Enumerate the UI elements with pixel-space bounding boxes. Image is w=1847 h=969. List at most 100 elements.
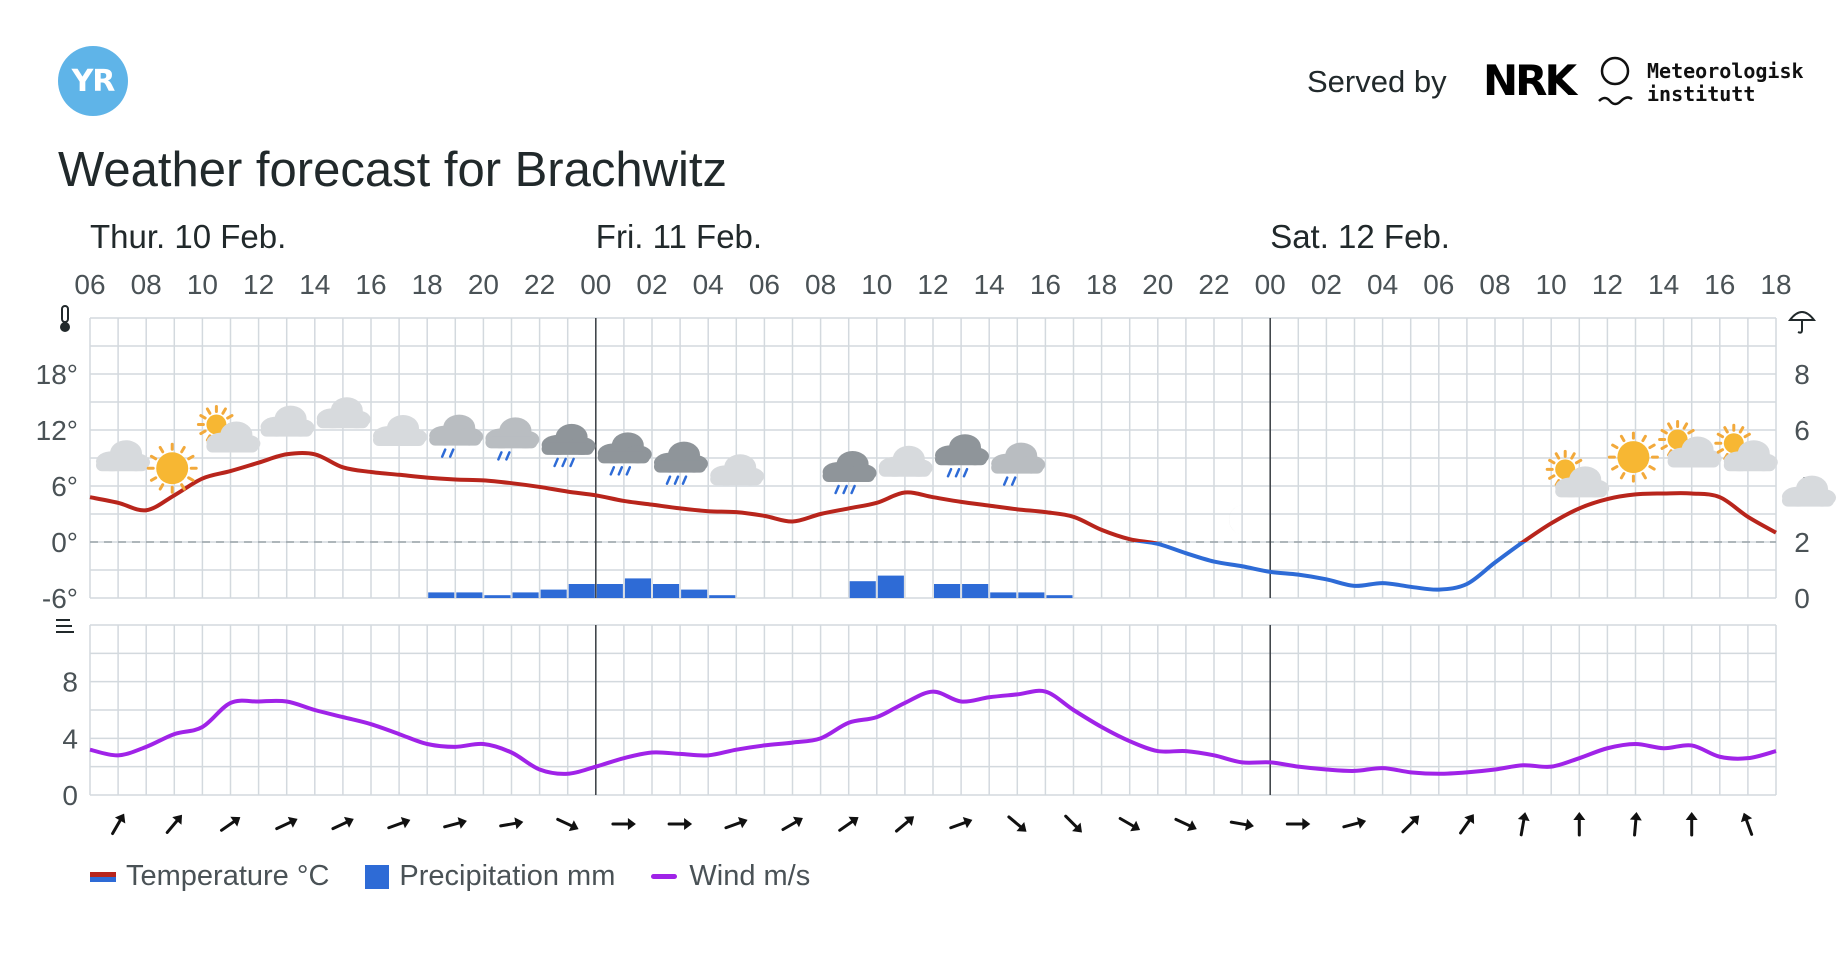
precipitation-bar <box>568 584 595 598</box>
rain-drop <box>625 466 632 476</box>
sun-ray <box>158 483 165 491</box>
rain-icon <box>597 432 652 476</box>
wind-arrow <box>1007 815 1027 832</box>
precipitation-bar <box>962 584 989 598</box>
hour-tick-label: 18 <box>1086 269 1117 300</box>
sun-ray <box>1682 422 1689 430</box>
precipitation-bar <box>596 584 623 598</box>
cloud-base <box>260 424 313 437</box>
hour-tick-label: 16 <box>1704 269 1735 300</box>
rain-drop <box>448 448 455 458</box>
legend-temperature-label: Temperature °C <box>126 860 330 892</box>
wind-arrow <box>1285 818 1311 830</box>
yr-logo[interactable]: YR <box>58 46 128 116</box>
wind-arrow-head <box>1130 820 1141 832</box>
wind-arrow <box>838 816 859 832</box>
chart-legend: Temperature °C Precipitation mm Wind m/s <box>90 860 846 893</box>
wind-arrow-head <box>1573 812 1586 820</box>
hour-tick-label: 10 <box>1536 269 1567 300</box>
lightrain-icon <box>991 442 1046 486</box>
cloud-base <box>822 470 875 482</box>
wind-tick-label: 4 <box>62 723 78 754</box>
temperature-line-warm <box>89 450 1777 542</box>
hour-tick-label: 12 <box>243 269 274 300</box>
hour-tick-label: 00 <box>1255 269 1286 300</box>
moon-shape <box>100 431 110 452</box>
sun-ray <box>1641 434 1647 443</box>
sun-ray <box>180 483 186 491</box>
legend-precipitation: Precipitation mm <box>365 860 615 893</box>
sun-ray <box>1574 458 1583 465</box>
hour-tick-label: 18 <box>1760 269 1791 300</box>
precipitation-bar <box>456 592 483 598</box>
partlycloudy-day-icon <box>196 405 261 453</box>
wind-arrow <box>949 816 973 830</box>
wind-arrow <box>1517 812 1530 837</box>
sun-disc <box>206 414 227 435</box>
rain-drop <box>553 457 559 468</box>
rain-drop <box>440 448 447 458</box>
precipitation-bar <box>849 581 876 598</box>
met-institute-logo[interactable]: Meteorologisk institutt <box>1647 60 1804 106</box>
precipitation-swatch <box>365 864 390 889</box>
hour-tick-label: 10 <box>187 269 218 300</box>
sun-icon <box>146 442 198 494</box>
hour-tick-label: 12 <box>1592 269 1623 300</box>
wind-arrow <box>611 818 636 830</box>
sun-ray <box>1716 432 1725 439</box>
cloudy-icon <box>373 415 427 446</box>
wind-arrow-head <box>514 817 524 830</box>
wind-arrow-head <box>792 816 803 828</box>
wind-arrow-head <box>962 816 973 829</box>
wind-arrow-head <box>1356 817 1367 829</box>
sun-ray <box>1738 426 1745 434</box>
wind-arrow <box>1174 817 1197 832</box>
wind-arrow-head <box>1244 818 1254 831</box>
umbrella-canopy <box>1787 311 1817 321</box>
hour-tick-label: 20 <box>1142 269 1173 300</box>
wind-tick-label: 8 <box>62 667 78 698</box>
sun-ray <box>158 445 165 454</box>
sun-ray <box>187 454 195 461</box>
wind-arrow <box>1740 812 1754 836</box>
sun-disc <box>1617 441 1650 474</box>
rain-drop <box>505 451 511 461</box>
lightrain-icon <box>429 414 484 458</box>
met-name-line1: Meteorologisk <box>1647 59 1804 83</box>
served-by-label: Served by <box>1307 64 1447 99</box>
wind-arrow-head <box>1302 818 1311 830</box>
precipitation-bar <box>1018 592 1045 598</box>
temperature-tick-label: 0° <box>51 527 78 558</box>
hour-tick-label: 08 <box>1479 269 1510 300</box>
cloud-base <box>1782 494 1834 507</box>
sun-ray <box>1611 443 1619 450</box>
wind-arrow-head <box>568 820 579 832</box>
rain-drop <box>850 484 856 495</box>
sun-disc <box>1667 429 1688 450</box>
sun-ray <box>221 407 227 415</box>
precipitation-bar <box>934 584 961 598</box>
wind-arrow-head <box>1186 820 1197 832</box>
sun-ray <box>1716 448 1725 454</box>
hour-tick-label: 14 <box>299 269 330 300</box>
wind-arrow <box>781 816 803 831</box>
wind-arrow-head <box>904 816 915 827</box>
precipitation-bar <box>540 589 567 598</box>
hour-tick-label: 04 <box>1367 269 1398 300</box>
sun-disc <box>156 452 189 485</box>
yr-logo-text: YR <box>71 63 116 99</box>
sun-ray <box>180 445 186 454</box>
sun-ray <box>1648 465 1656 471</box>
day-label: Fri. 11 Feb. <box>596 218 762 255</box>
wind-arrow <box>1629 812 1642 837</box>
sun-ray <box>1687 428 1695 435</box>
partlycloudy-night-icon <box>96 431 150 472</box>
wind-arrow <box>275 816 298 831</box>
thermometer-stem <box>61 305 69 323</box>
wind-arrow-head <box>1685 812 1698 820</box>
wind-arrow-head <box>1629 812 1642 821</box>
wind-arrow-head <box>848 816 859 827</box>
nrk-logo[interactable]: NRK <box>1483 56 1577 105</box>
wind-arrow <box>219 816 241 832</box>
hour-tick-label: 06 <box>74 269 105 300</box>
